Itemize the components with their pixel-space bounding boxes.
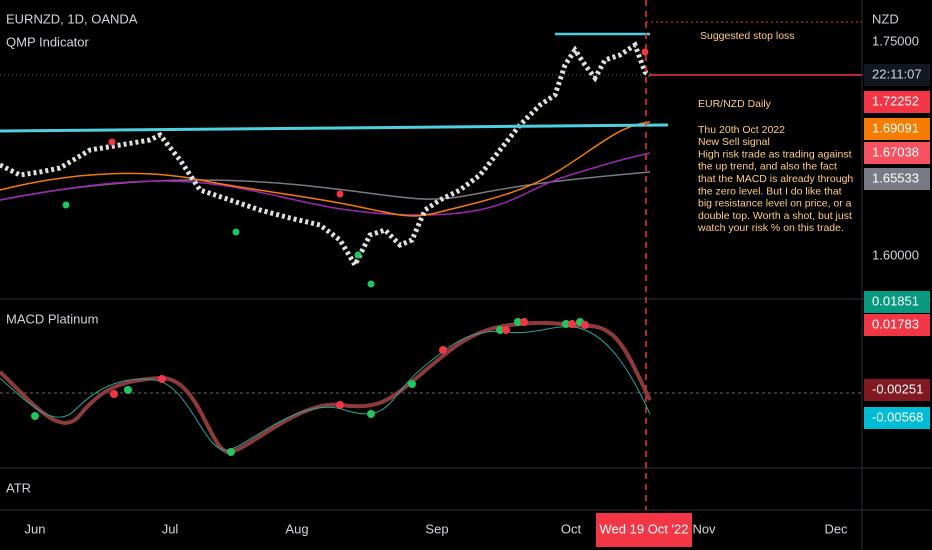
time-label: Aug	[285, 521, 308, 536]
macd-label-bg	[864, 407, 930, 429]
ma-mid	[0, 152, 651, 216]
indicator-name: QMP Indicator	[6, 34, 90, 49]
time-label: Nov	[692, 521, 716, 536]
note-line: New Sell signal	[698, 136, 770, 148]
note-line: High risk trade as trading against	[698, 148, 852, 160]
price-label: 1.69091	[872, 120, 919, 135]
macd-label-bg	[864, 379, 930, 401]
macd-label: 0.01783	[872, 316, 919, 331]
time-label: Jul	[162, 521, 179, 536]
macd-title: MACD Platinum	[6, 311, 98, 326]
time-label: Jun	[25, 521, 46, 536]
time-label: Oct	[561, 521, 582, 536]
cursor-date: Wed 19 Oct '22	[600, 521, 689, 536]
macd-label-bg	[864, 291, 930, 313]
signal-line	[0, 326, 651, 451]
note-line: the up trend, and also the fact	[698, 161, 837, 173]
price-label-bg	[864, 142, 930, 164]
price-label-bg	[864, 118, 930, 140]
note-title: EUR/NZD Daily	[698, 98, 772, 110]
macd-dots	[31, 318, 589, 456]
macd-label: -0.00568	[872, 409, 923, 424]
price-level: 1.60000	[872, 247, 919, 262]
stop-loss-note: Suggested stop loss	[700, 30, 795, 42]
top-price: 1.75000	[872, 33, 919, 48]
cursor-date-bg	[596, 513, 692, 547]
note-line: double top. Worth a shot, but just	[698, 210, 852, 222]
note-line: watch your risk % on this trade.	[697, 222, 844, 234]
time-label: Sep	[425, 521, 448, 536]
signal-dots	[62, 48, 649, 288]
note-line: that the MACD is already through	[698, 173, 853, 185]
price-label-bg	[864, 168, 930, 190]
atr-title: ATR	[6, 480, 31, 495]
note-line: the zero level. But I do like that	[698, 185, 842, 197]
note-line: Thu 20th Oct 2022	[698, 124, 785, 136]
macd-label: -0.00251	[872, 381, 923, 396]
symbol: EURNZD, 1D, OANDA	[6, 11, 138, 26]
note-line: big resistance level on price, or a	[698, 198, 852, 210]
price-label-bg	[864, 91, 930, 113]
currency: NZD	[872, 11, 899, 26]
countdown-bg	[864, 64, 930, 86]
macd-label: 0.01851	[872, 293, 919, 308]
price-label: 1.65533	[872, 170, 919, 185]
price-label: 1.72252	[872, 93, 919, 108]
countdown: 22:11:07	[872, 66, 922, 81]
time-label: Dec	[824, 521, 848, 536]
macd-label-bg	[864, 314, 930, 336]
candles	[0, 41, 652, 271]
ma-fast	[0, 121, 651, 217]
resistance-line	[0, 123, 669, 133]
price-label: 1.67038	[872, 144, 919, 159]
